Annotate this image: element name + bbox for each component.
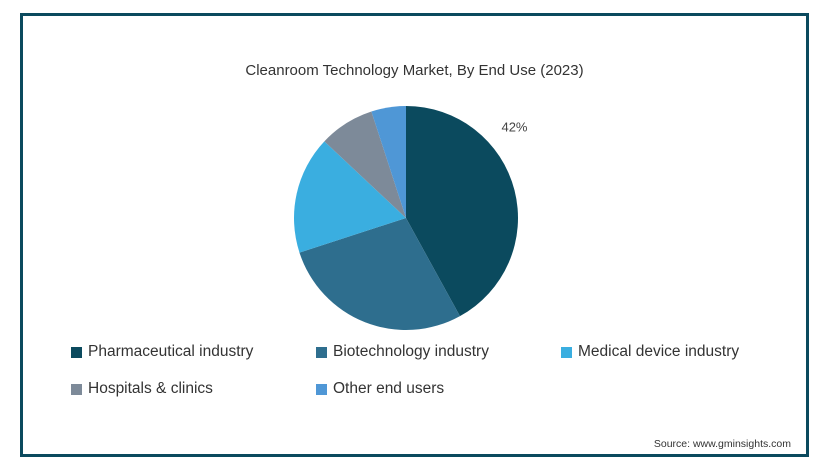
legend-item-other: Other end users bbox=[316, 380, 444, 398]
source-note: Source: www.gminsights.com bbox=[653, 438, 791, 450]
legend-label: Hospitals & clinics bbox=[88, 380, 213, 397]
legend-swatch bbox=[71, 346, 82, 358]
pie-slice-other-end-users bbox=[371, 106, 406, 218]
pie-slice-medical-device-industry bbox=[294, 141, 406, 253]
legend-label: Pharmaceutical industry bbox=[88, 343, 254, 360]
legend-label: Medical device industry bbox=[578, 343, 740, 360]
legend-label: Other end users bbox=[333, 380, 445, 397]
pie-slice-biotechnology-industry bbox=[299, 218, 460, 331]
legend-swatch bbox=[71, 383, 82, 395]
pie-slice-hospitals-clinics bbox=[324, 111, 406, 218]
legend-swatch bbox=[316, 346, 327, 358]
chart-title: Cleanroom Technology Market, By End Use … bbox=[245, 62, 584, 79]
data-label: 42% bbox=[501, 120, 527, 135]
legend-item-biotechnology: Biotechnology industry bbox=[316, 343, 489, 361]
legend-swatch bbox=[561, 346, 572, 358]
legend-item-medical-device: Medical device industry bbox=[561, 343, 739, 361]
pie-slice-pharmaceutical-industry bbox=[406, 106, 519, 317]
legend-swatch bbox=[316, 383, 327, 395]
legend-item-hospitals: Hospitals & clinics bbox=[71, 380, 213, 398]
legend-label: Biotechnology industry bbox=[333, 343, 489, 360]
legend-item-pharmaceutical: Pharmaceutical industry bbox=[71, 343, 253, 361]
